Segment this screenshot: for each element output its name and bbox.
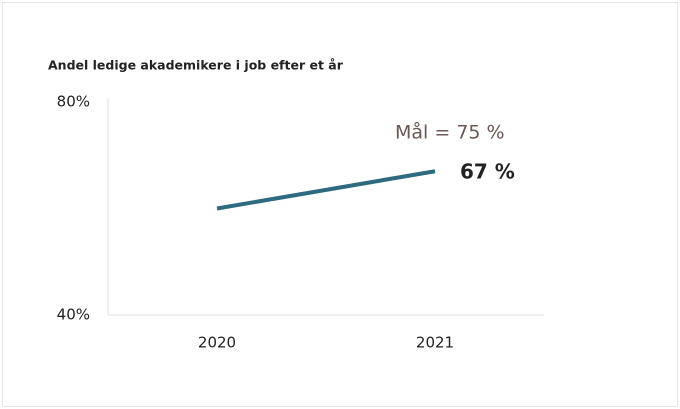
y-tick-label: 40%: [57, 306, 90, 324]
value-label: 67 %: [460, 160, 515, 184]
x-tick-label: 2020: [198, 334, 236, 352]
y-tick-label: 80%: [57, 93, 90, 111]
line: [216, 169, 436, 211]
x-tick-label: 2021: [416, 334, 454, 352]
chart-title: Andel ledige akademikere i job efter et …: [48, 58, 344, 73]
annotation: Mål = 75 %: [395, 121, 505, 144]
